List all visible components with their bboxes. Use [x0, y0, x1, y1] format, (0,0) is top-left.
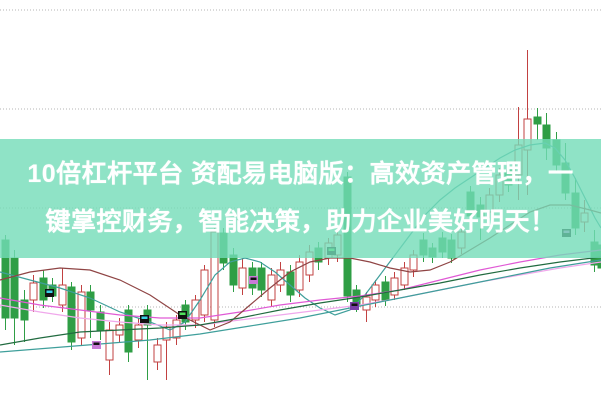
candlestick [561, 162, 570, 194]
candlestick [172, 319, 181, 339]
candlestick [438, 237, 447, 253]
candlestick [447, 239, 456, 259]
candlestick [77, 291, 86, 339]
signal-marker-accent [250, 277, 257, 280]
candlestick [86, 291, 95, 311]
candlestick [105, 329, 114, 361]
candlestick [124, 309, 133, 353]
candlestick [134, 324, 143, 341]
candlestick [381, 281, 390, 301]
candlestick [238, 267, 247, 289]
candlestick [428, 247, 437, 258]
candlestick [409, 254, 418, 271]
candlestick [371, 284, 380, 301]
candlestick [29, 282, 38, 301]
signal-marker-accent [93, 342, 100, 345]
candlestick [400, 267, 409, 286]
candlestick [96, 311, 105, 331]
candlestick [67, 286, 76, 343]
candlestick [390, 277, 399, 296]
signal-marker-accent [328, 248, 335, 251]
candlestick [343, 176, 352, 297]
candlestick [419, 239, 428, 256]
candlestick [10, 257, 19, 319]
candlestick [153, 344, 162, 363]
candlestick [504, 169, 513, 186]
signal-marker-accent [563, 230, 570, 233]
candlestick [219, 232, 228, 264]
candlestick [466, 191, 475, 217]
candlestick [295, 261, 304, 291]
signal-marker-accent [179, 312, 186, 315]
signal-marker-accent [141, 316, 148, 319]
candlestick [457, 231, 466, 249]
candlestick [191, 299, 200, 321]
signal-marker-accent [46, 290, 53, 293]
candlestick [533, 116, 542, 125]
candlestick [580, 212, 589, 223]
candlestick [229, 254, 238, 286]
ma-line-magenta [0, 249, 601, 319]
candlestick [571, 192, 580, 229]
candlestick [257, 267, 266, 291]
candlestick [495, 174, 504, 196]
candlestick [476, 204, 485, 218]
signal-marker-accent [351, 303, 358, 306]
candlestick [485, 194, 494, 213]
candlestick [58, 284, 67, 306]
ma-line-dark-green [0, 256, 601, 346]
